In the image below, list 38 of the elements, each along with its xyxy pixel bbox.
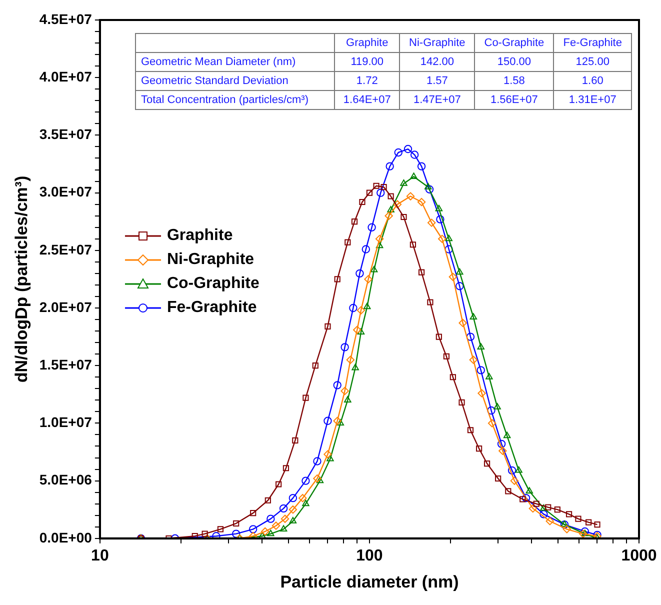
legend-label: Fe-Graphite [166, 299, 257, 318]
y-tick-label: 4.5E+07 [39, 10, 92, 27]
annotation: 1.60 [554, 72, 632, 90]
annotation: 1.64E+07 [334, 90, 400, 110]
y-tick-label: 3.5E+07 [39, 126, 92, 142]
annotation: 142.00 [400, 52, 475, 72]
annotation: 1.58 [474, 72, 554, 90]
y-tick-label: 5.0E+06 [39, 472, 92, 488]
annotation: Geometric Mean Diameter (nm) [136, 52, 335, 72]
legend-label: Graphite [166, 227, 233, 246]
x-tick-label: 100 [356, 547, 383, 564]
y-tick-label: 0.0E+00 [39, 529, 92, 546]
annotation: 119.00 [334, 52, 400, 72]
text: Fe-Graphite [563, 37, 622, 49]
text: Co-Graphite [484, 37, 544, 49]
y-tick-label: 1.5E+07 [39, 356, 92, 372]
y-tick-label: 3.0E+07 [39, 184, 92, 200]
y-tick-label: 2.5E+07 [39, 241, 92, 258]
y-axis-title: dN/dlogDp (particles/cm³) [12, 176, 31, 383]
annotation: 1.47E+07 [400, 90, 475, 110]
annotation: 125.00 [554, 52, 632, 72]
y-tick-label: 2.0E+07 [39, 298, 92, 315]
text: Ni-Graphite [409, 37, 466, 49]
annotation: 1.57 [400, 72, 475, 90]
legend-label: Ni-Graphite [166, 251, 254, 270]
x-tick-label: 10 [91, 547, 109, 564]
annotation: Total Concentration (particles/cm³) [136, 90, 335, 110]
annotation: 1.56E+07 [474, 90, 554, 110]
y-tick-label: 4.0E+07 [39, 68, 92, 84]
annotation: 1.72 [334, 72, 400, 90]
x-axis-title: Particle diameter (nm) [280, 572, 459, 592]
y-tick-label: 1.0E+07 [39, 414, 92, 430]
annotation: 150.00 [474, 52, 554, 72]
annotation: Geometric Standard Deviation [136, 72, 335, 90]
x-tick-label: 1000 [621, 547, 657, 564]
legend-label: Co-Graphite [166, 275, 260, 294]
annotation: 1.31E+07 [554, 90, 632, 110]
text: Graphite [346, 37, 388, 49]
